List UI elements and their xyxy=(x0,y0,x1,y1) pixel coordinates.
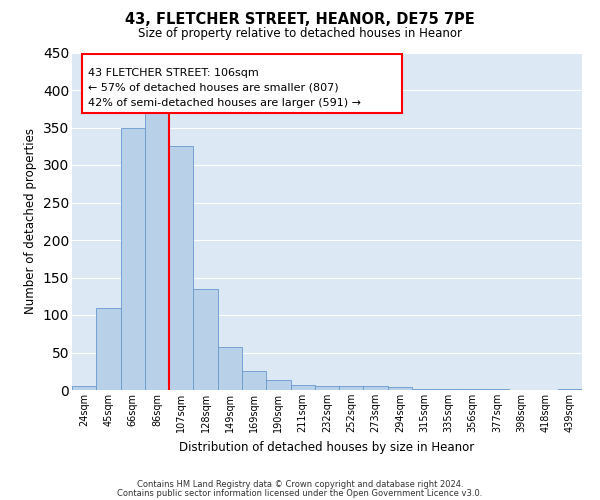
Bar xyxy=(145,109,169,390)
Text: ← 57% of detached houses are smaller (807): ← 57% of detached houses are smaller (80… xyxy=(88,82,338,92)
Text: Contains public sector information licensed under the Open Government Licence v3: Contains public sector information licen… xyxy=(118,489,482,498)
Bar xyxy=(242,371,266,390)
Bar xyxy=(218,347,242,390)
X-axis label: Distribution of detached houses by size in Heanor: Distribution of detached houses by size … xyxy=(179,440,475,454)
Bar xyxy=(96,308,121,390)
Bar xyxy=(436,389,461,390)
Bar xyxy=(72,386,96,390)
Text: 43, FLETCHER STREET, HEANOR, DE75 7PE: 43, FLETCHER STREET, HEANOR, DE75 7PE xyxy=(125,12,475,28)
Text: 43 FLETCHER STREET: 106sqm: 43 FLETCHER STREET: 106sqm xyxy=(88,68,259,78)
Bar xyxy=(558,388,582,390)
Bar xyxy=(266,380,290,390)
Bar xyxy=(339,386,364,390)
Bar xyxy=(485,389,509,390)
Text: Contains HM Land Registry data © Crown copyright and database right 2024.: Contains HM Land Registry data © Crown c… xyxy=(137,480,463,489)
Bar xyxy=(315,386,339,390)
Bar xyxy=(121,128,145,390)
Bar xyxy=(461,389,485,390)
Bar xyxy=(290,385,315,390)
Bar xyxy=(388,387,412,390)
Y-axis label: Number of detached properties: Number of detached properties xyxy=(24,128,37,314)
Text: 42% of semi-detached houses are larger (591) →: 42% of semi-detached houses are larger (… xyxy=(88,98,361,108)
Bar xyxy=(82,54,402,112)
Bar xyxy=(364,386,388,390)
Bar xyxy=(412,389,436,390)
Bar xyxy=(169,146,193,390)
Text: Size of property relative to detached houses in Heanor: Size of property relative to detached ho… xyxy=(138,28,462,40)
Bar xyxy=(193,289,218,390)
